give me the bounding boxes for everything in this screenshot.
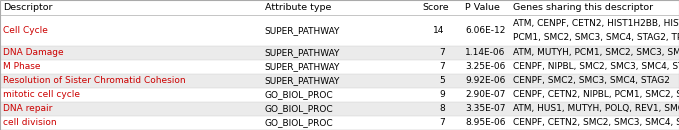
Text: 7: 7 [439,62,445,71]
Text: CENPF, SMC2, SMC3, SMC4, STAG2: CENPF, SMC2, SMC3, SMC4, STAG2 [513,76,669,85]
Bar [0,15,679,46]
Text: DNA Damage: DNA Damage [3,48,63,57]
Text: P Value: P Value [465,3,500,12]
Text: CENPF, NIPBL, SMC2, SMC3, SMC4, STAG2, TPR: CENPF, NIPBL, SMC2, SMC3, SMC4, STAG2, T… [513,62,679,71]
Text: 8.95E-06: 8.95E-06 [465,118,506,128]
Text: ATM, CENPF, CETN2, HIST1H2BB, HIST1H2BJ, HUS1, NIPBL,: ATM, CENPF, CETN2, HIST1H2BB, HIST1H2BJ,… [513,19,679,28]
Bar [0,74,679,88]
Text: SUPER_PATHWAY: SUPER_PATHWAY [265,26,340,35]
Bar [0,46,679,60]
Text: GO_BIOL_PROC: GO_BIOL_PROC [265,118,333,128]
Text: Score: Score [422,3,449,12]
Text: 9.92E-06: 9.92E-06 [465,76,505,85]
Bar [0,116,679,130]
Text: CENPF, CETN2, SMC2, SMC3, SMC4, STAG2, TPR: CENPF, CETN2, SMC2, SMC3, SMC4, STAG2, T… [513,118,679,128]
Text: SUPER_PATHWAY: SUPER_PATHWAY [265,48,340,57]
Text: 14: 14 [433,26,445,35]
Text: SUPER_PATHWAY: SUPER_PATHWAY [265,76,340,85]
Text: Genes sharing this descriptor: Genes sharing this descriptor [513,3,653,12]
Text: CENPF, CETN2, NIPBL, PCM1, SMC2, SMC3, SMC4, STAG2, TPR: CENPF, CETN2, NIPBL, PCM1, SMC2, SMC3, S… [513,90,679,99]
Text: GO_BIOL_PROC: GO_BIOL_PROC [265,104,333,113]
Text: Descriptor: Descriptor [3,3,52,12]
Text: DNA repair: DNA repair [3,104,52,113]
Text: 7: 7 [439,48,445,57]
Text: 2.90E-07: 2.90E-07 [465,90,505,99]
Text: 8: 8 [439,104,445,113]
Text: 1.14E-06: 1.14E-06 [465,48,505,57]
Text: 3.35E-07: 3.35E-07 [465,104,506,113]
Text: cell division: cell division [3,118,56,128]
Bar [0,102,679,116]
Text: GO_BIOL_PROC: GO_BIOL_PROC [265,90,333,99]
Bar [0,88,679,102]
Text: ATM, MUTYH, PCM1, SMC2, SMC3, SMC4, STAG2: ATM, MUTYH, PCM1, SMC2, SMC3, SMC4, STAG… [513,48,679,57]
Text: M Phase: M Phase [3,62,40,71]
Text: 3.25E-06: 3.25E-06 [465,62,505,71]
Text: mitotic cell cycle: mitotic cell cycle [3,90,79,99]
Text: Attribute type: Attribute type [265,3,331,12]
Text: SUPER_PATHWAY: SUPER_PATHWAY [265,62,340,71]
Text: Resolution of Sister Chromatid Cohesion: Resolution of Sister Chromatid Cohesion [3,76,185,85]
Text: ATM, HUS1, MUTYH, POLQ, REV1, SMC2, SMC3, SMC4: ATM, HUS1, MUTYH, POLQ, REV1, SMC2, SMC3… [513,104,679,113]
Text: 6.06E-12: 6.06E-12 [465,26,505,35]
Text: 5: 5 [439,76,445,85]
Text: PCM1, SMC2, SMC3, SMC4, STAG2, TP53, TPR: PCM1, SMC2, SMC3, SMC4, STAG2, TP53, TPR [513,33,679,42]
Text: 7: 7 [439,118,445,128]
Text: Cell Cycle: Cell Cycle [3,26,48,35]
Bar [0,60,679,74]
Text: 9: 9 [439,90,445,99]
Bar [0,0,679,15]
